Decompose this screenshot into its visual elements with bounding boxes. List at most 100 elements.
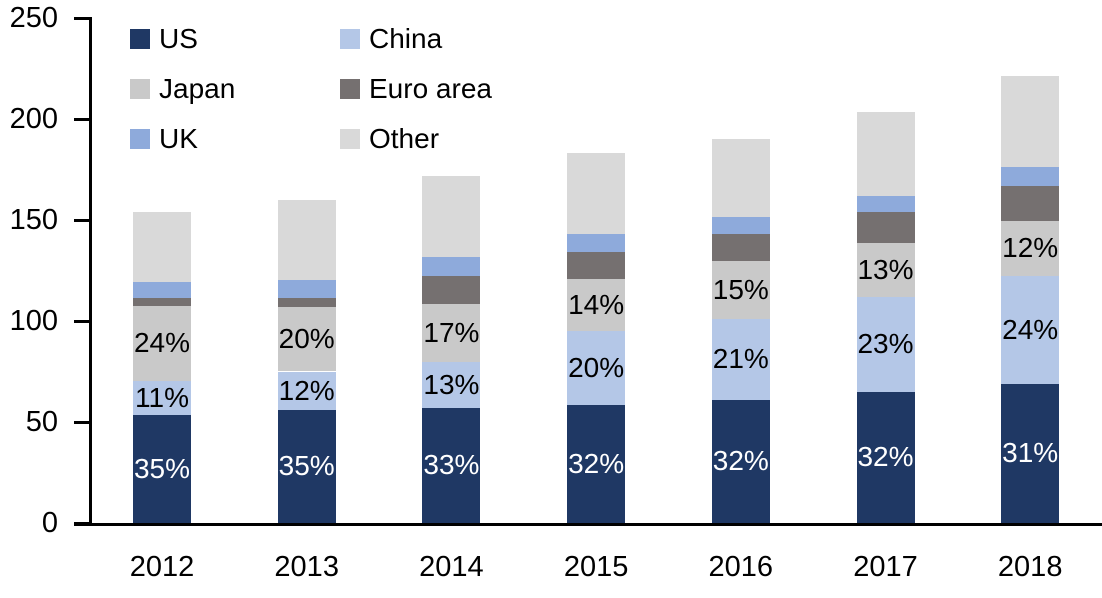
bar-segment-euro-area [1001, 185, 1060, 221]
data-label: 20% [568, 351, 625, 383]
data-label: 24% [133, 327, 191, 359]
legend-swatch-china-icon [340, 29, 360, 49]
y-tick-mark [74, 16, 91, 20]
bar-segment-other [567, 153, 626, 235]
data-label: 11% [135, 381, 189, 413]
x-tick-label-2013: 2013 [274, 551, 339, 583]
bar-segment-japan [277, 306, 336, 372]
bar-segment-other [133, 211, 191, 282]
legend-item-japan: Japan [130, 73, 340, 104]
y-tick-label: 200 [9, 103, 58, 135]
x-tick-label-2017: 2017 [853, 551, 918, 583]
bar-segment-other [1001, 75, 1060, 168]
bar-segment-china [1001, 275, 1060, 384]
data-label: 32% [568, 447, 625, 479]
data-label: 35% [278, 450, 335, 482]
bar-segment-euro-area [711, 234, 770, 262]
bar-segment-other [422, 175, 481, 258]
bar-segment-uk [133, 281, 191, 298]
bar-segment-euro-area [856, 211, 915, 244]
x-tick-label-2015: 2015 [563, 551, 629, 583]
legend-item-china: China [340, 23, 492, 54]
data-label: 21% [712, 343, 769, 375]
data-label: 15% [712, 274, 769, 306]
bar-segment-other [856, 111, 915, 196]
data-label: 35% [133, 452, 191, 484]
bar-segment-japan [133, 305, 191, 381]
y-tick-mark [74, 117, 91, 121]
data-label: 12% [278, 374, 335, 406]
bar-segment-uk [567, 234, 626, 253]
legend-item-other: Other [340, 123, 492, 154]
data-label: 13% [423, 369, 480, 401]
legend-swatch-japan-icon [130, 79, 150, 99]
bar-segment-japan [1001, 221, 1060, 276]
legend-label: China [369, 23, 443, 54]
legend: US China Japan Euro area UK Other [130, 23, 492, 154]
y-tick-label: 50 [25, 406, 58, 438]
data-label: 17% [423, 317, 480, 349]
y-tick-label: 0 [41, 507, 58, 539]
bar-segment-euro-area [567, 252, 626, 279]
bar-segment-japan [422, 303, 481, 363]
legend-swatch-other-icon [340, 129, 360, 149]
data-label: 20% [278, 323, 335, 355]
bar-segment-euro-area [277, 297, 336, 307]
legend-label: UK [159, 123, 198, 154]
bar-segment-us [856, 391, 915, 523]
bar-segment-china [711, 318, 770, 400]
x-tick-label-2018: 2018 [997, 551, 1063, 583]
data-label: 23% [857, 328, 914, 360]
x-tick-label-2012: 2012 [129, 551, 195, 583]
data-label: 12% [1002, 232, 1059, 264]
bar-segment-us [1001, 383, 1060, 523]
y-tick-mark [74, 521, 91, 525]
bar-segment-japan [567, 278, 626, 332]
bar-segment-china [856, 296, 915, 392]
bar-segment-china [422, 362, 481, 408]
bar-segment-uk [422, 257, 481, 276]
bar-segment-uk [711, 216, 770, 235]
data-label: 13% [857, 253, 914, 285]
bar-segment-other [711, 139, 770, 217]
legend-swatch-uk-icon [130, 129, 150, 149]
legend-swatch-us-icon [130, 29, 150, 49]
x-tick-label-2016: 2016 [708, 551, 774, 583]
bar-segment-china [277, 371, 336, 410]
data-label: 24% [1002, 313, 1059, 345]
y-tick-mark [74, 420, 91, 424]
bar-segment-us [711, 399, 770, 523]
bar-segment-us [422, 407, 481, 523]
bar-segment-other [277, 199, 336, 280]
bar-segment-us [133, 414, 191, 523]
data-label: 33% [423, 449, 480, 481]
legend-label: Japan [159, 73, 236, 104]
legend-label: US [159, 23, 198, 54]
y-tick-mark [74, 218, 91, 222]
data-label: 14% [568, 288, 625, 320]
bar-segment-us [567, 404, 626, 523]
legend-label: Euro area [369, 73, 492, 104]
y-tick-label: 250 [9, 2, 58, 34]
bar-segment-uk [1001, 167, 1060, 186]
bar-segment-uk [277, 279, 336, 298]
bar-segment-china [133, 380, 191, 415]
bar-segment-euro-area [133, 297, 191, 306]
y-tick-mark [74, 319, 91, 323]
bar-segment-japan [711, 261, 770, 319]
legend-label: Other [369, 123, 440, 154]
y-tick-label: 100 [9, 305, 58, 337]
y-axis-line [89, 17, 92, 526]
data-label: 32% [712, 445, 769, 477]
bar-segment-china [567, 331, 626, 405]
data-label: 31% [1002, 437, 1059, 469]
legend-swatch-euro-area-icon [340, 79, 360, 99]
legend-item-uk: UK [130, 123, 340, 154]
y-tick-label: 150 [9, 204, 58, 236]
x-tick-label-2014: 2014 [419, 551, 484, 583]
x-axis-line [74, 523, 1102, 526]
legend-item-us: US [130, 23, 340, 54]
legend-item-euro-area: Euro area [340, 73, 492, 104]
bar-segment-us [277, 409, 336, 523]
